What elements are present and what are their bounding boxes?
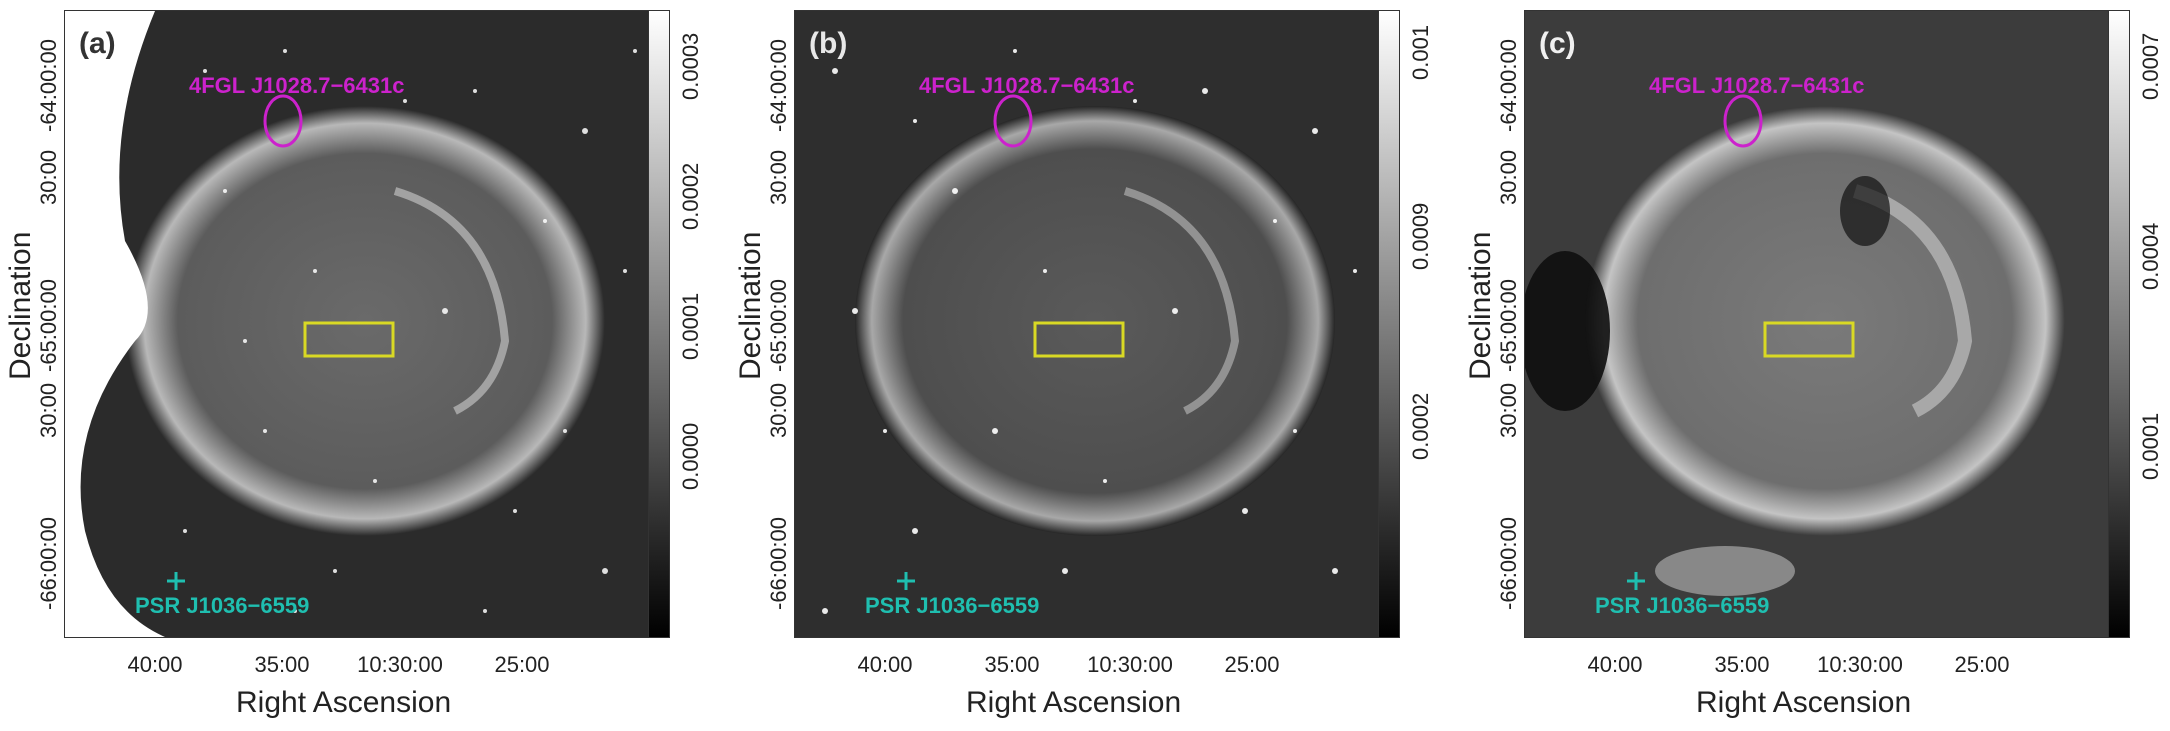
panel-letter: (c) (1539, 27, 1576, 60)
y-tick: 30:00 (36, 149, 61, 205)
pulsar-cross (1627, 572, 1645, 590)
source-ellipse (993, 94, 1033, 148)
colorbar-tick: 0.001 (1408, 24, 1433, 80)
x-tick: 25:00 (1224, 652, 1280, 677)
y-tick: -66:00:00 (766, 517, 791, 610)
source-label: 4FGL J1028.7−6431c (1649, 73, 1865, 98)
y-tick: -65:00:00 (1496, 279, 1521, 372)
y-tick: -64:00:00 (1496, 39, 1521, 132)
source-label: 4FGL J1028.7−6431c (189, 73, 405, 98)
x-tick: 35:00 (254, 652, 310, 677)
y-tick: -65:00:00 (36, 279, 61, 372)
colorbar-a (648, 10, 670, 638)
pulsar-label: PSR J1036−6559 (865, 593, 1040, 618)
source-ellipse (263, 94, 303, 148)
colorbar-c (2108, 10, 2130, 638)
y-axis-label: Declination (734, 231, 767, 380)
pulsar-cross (897, 572, 915, 590)
y-tick: 30:00 (766, 382, 791, 438)
colorbar-tick: 0.0000 (678, 422, 703, 490)
radio-image-a: (a) 4FGL J1028.7−6431c PSR J1036−6559 (64, 10, 650, 638)
colorbar-tick: 0.0007 (2138, 32, 2163, 100)
pulsar-label: PSR J1036−6559 (135, 593, 310, 618)
y-tick: 30:00 (1496, 382, 1521, 438)
y-tick: 30:00 (36, 382, 61, 438)
panel-letter: (a) (79, 27, 116, 60)
panel-letter: (b) (809, 27, 848, 60)
region-box (1033, 321, 1125, 358)
y-tick: -66:00:00 (1496, 517, 1521, 610)
panel-a: Declination -64:00:00 30:00 -65:00:00 30… (0, 0, 703, 731)
colorbar-tick: 0.0004 (2138, 222, 2163, 290)
y-tick: 30:00 (1496, 149, 1521, 205)
panel-b: Declination -64:00:00 30:00 -65:00:00 30… (730, 0, 1433, 731)
x-tick: 40:00 (857, 652, 913, 677)
panel-c: Declination -64:00:00 30:00 -65:00:00 30… (1460, 0, 2163, 731)
x-axis-label: Right Ascension (1696, 686, 1912, 719)
x-tick: 25:00 (1954, 652, 2010, 677)
radio-image-c: (c) 4FGL J1028.7−6431c PSR J1036−6559 (1524, 10, 2110, 638)
y-tick: -64:00:00 (766, 39, 791, 132)
pulsar-label: PSR J1036−6559 (1595, 593, 1770, 618)
radio-image-b: (b) 4FGL J1028.7−6431c PSR J1036−6559 (794, 10, 1380, 638)
x-tick: 35:00 (984, 652, 1040, 677)
colorbar-tick: 0.0001 (2138, 412, 2163, 480)
x-tick: 40:00 (1587, 652, 1643, 677)
x-axis-label: Right Ascension (236, 686, 452, 719)
x-tick: 10:30:00 (1087, 652, 1173, 677)
x-tick: 35:00 (1714, 652, 1770, 677)
pulsar-cross (167, 572, 185, 590)
x-tick: 40:00 (127, 652, 183, 677)
x-tick: 25:00 (494, 652, 550, 677)
y-axis-label: Declination (1464, 231, 1497, 380)
y-tick: -65:00:00 (766, 279, 791, 372)
colorbar-tick: 0.0009 (1408, 202, 1433, 270)
y-tick: 30:00 (766, 149, 791, 205)
x-axis-label: Right Ascension (966, 686, 1182, 719)
y-tick: -64:00:00 (36, 39, 61, 132)
region-box (1763, 321, 1855, 358)
colorbar-tick: 0.0001 (678, 292, 703, 360)
colorbar-b (1378, 10, 1400, 638)
colorbar-tick: 0.0003 (678, 32, 703, 100)
source-label: 4FGL J1028.7−6431c (919, 73, 1135, 98)
source-ellipse (1723, 94, 1763, 148)
colorbar-tick: 0.0002 (1408, 392, 1433, 460)
y-axis-label: Declination (4, 231, 37, 380)
x-tick: 10:30:00 (1817, 652, 1903, 677)
region-box (303, 321, 395, 358)
colorbar-tick: 0.0002 (678, 162, 703, 230)
y-tick: -66:00:00 (36, 517, 61, 610)
x-tick: 10:30:00 (357, 652, 443, 677)
